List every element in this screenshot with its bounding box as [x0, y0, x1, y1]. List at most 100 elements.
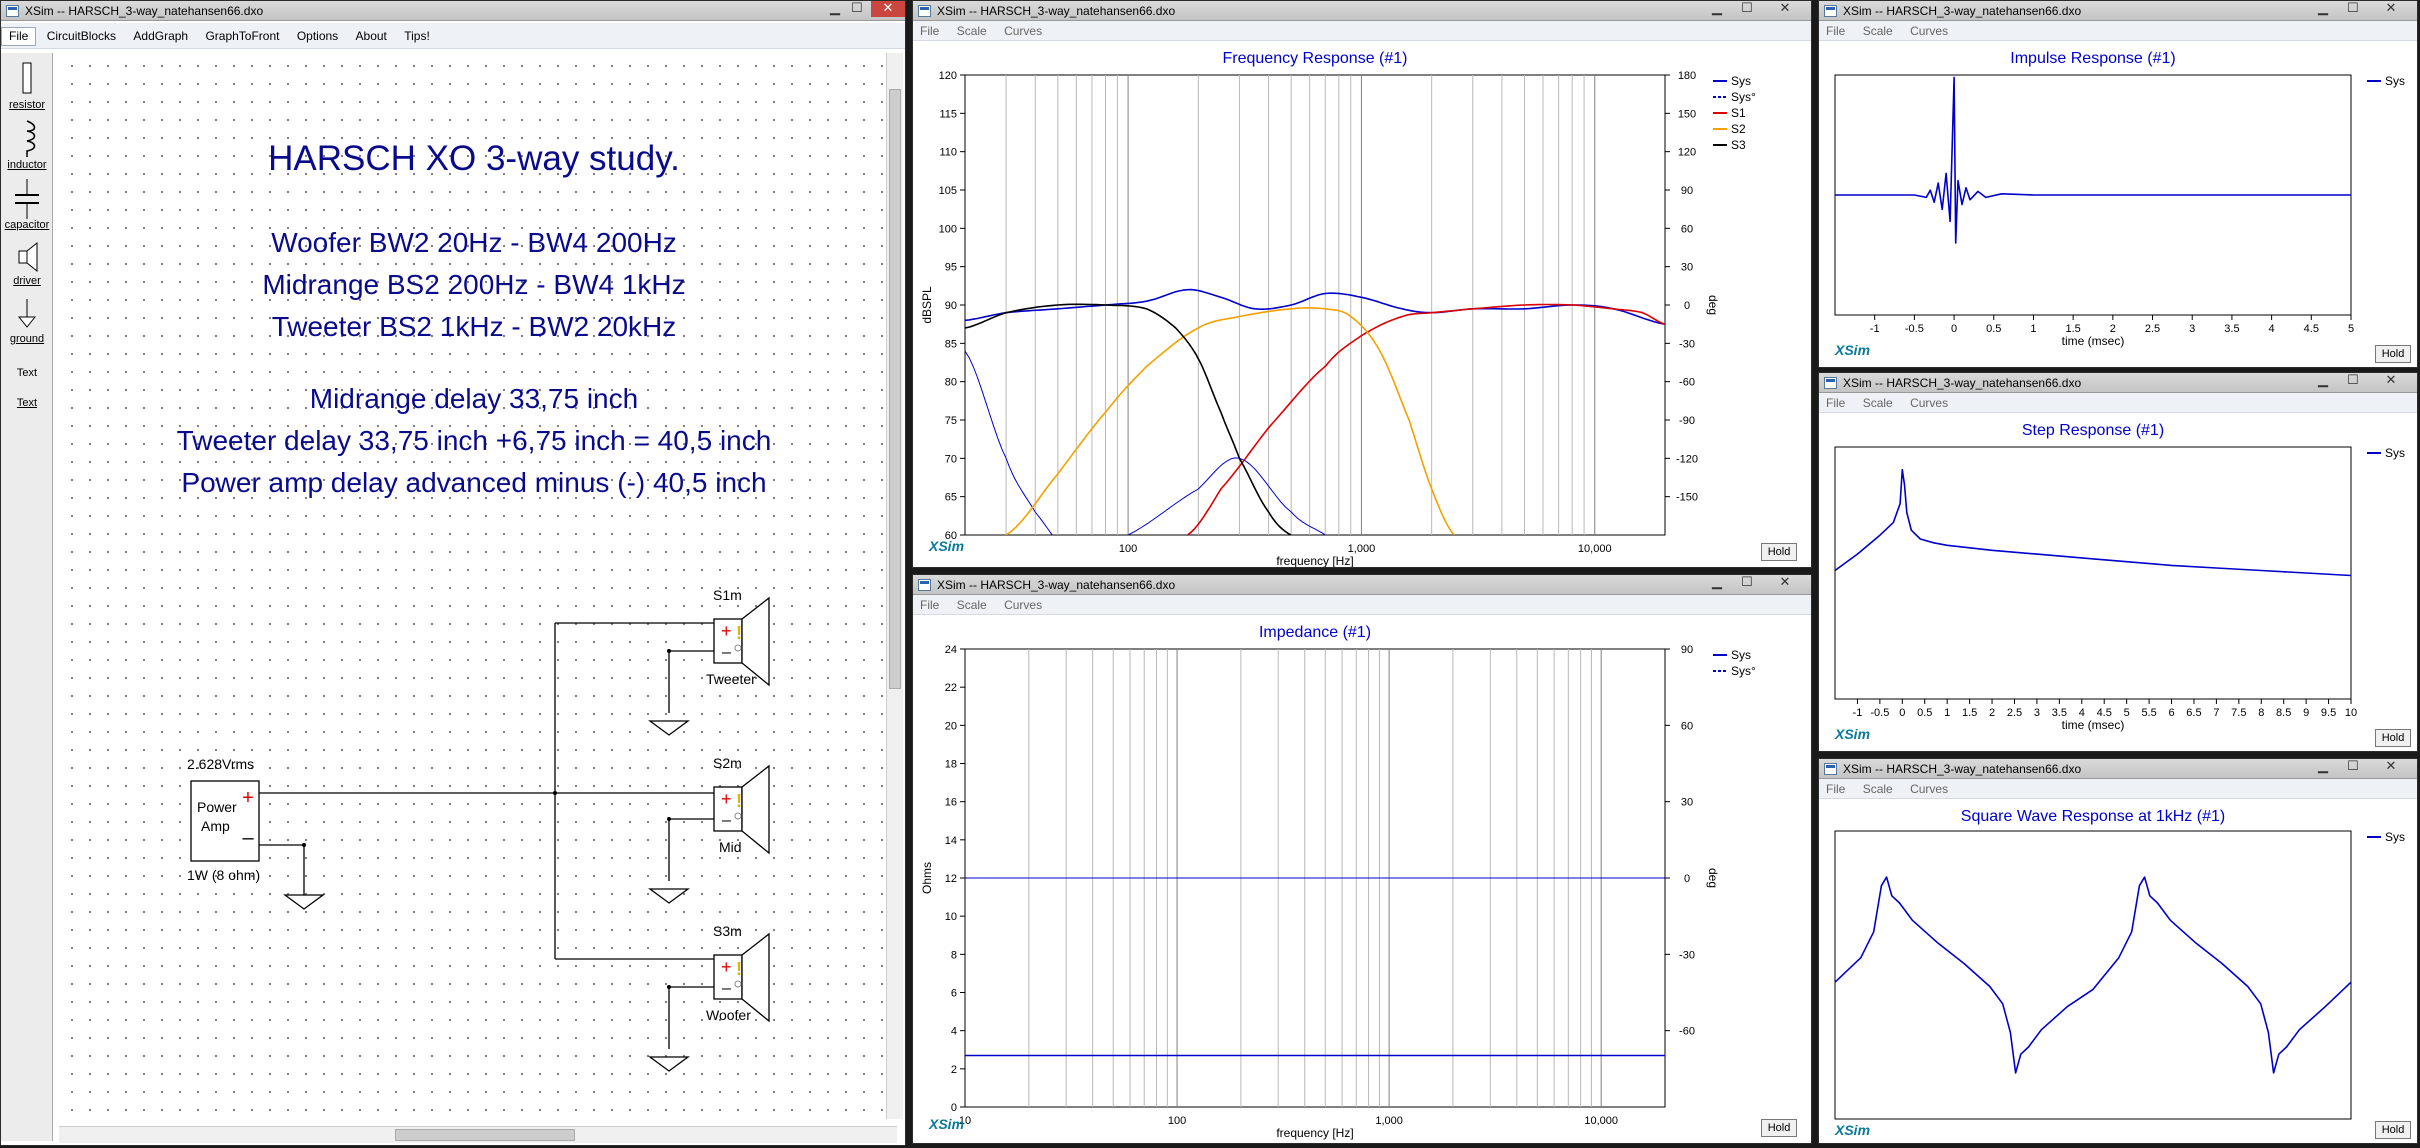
menu-file[interactable]: File	[920, 24, 940, 38]
menu-file[interactable]: File	[1826, 24, 1846, 38]
menu-curves[interactable]: Curves	[1004, 24, 1043, 38]
series-group	[1835, 876, 2351, 1074]
title-bar[interactable]: XSim -- HARSCH_3-way_natehansen66.dxo ▁ …	[913, 1, 1811, 21]
title-bar[interactable]: XSim -- HARSCH_3-way_natehansen66.dxo ▁ …	[1819, 373, 2417, 393]
close-button[interactable]: ✕	[1779, 1, 1791, 15]
menu-scale[interactable]: Scale	[956, 24, 987, 38]
maximize-button[interactable]: ☐	[1741, 575, 1753, 589]
title-bar[interactable]: XSim -- HARSCH_3-way_natehansen66.dxo ▁ …	[1, 1, 905, 21]
palette-inductor[interactable]: inductor	[1, 119, 53, 171]
minimize-button[interactable]: ▁	[1712, 1, 1722, 15]
close-button[interactable]: ✕	[2385, 373, 2397, 387]
power-amp[interactable]: + –	[190, 780, 260, 862]
legend-label: S3	[1731, 138, 1746, 152]
series-group	[965, 288, 1665, 535]
xsim-logo: XSim	[1834, 1122, 1870, 1138]
hold-button[interactable]: Hold	[1761, 1119, 1797, 1137]
palette-capacitor[interactable]: capacitor	[1, 179, 53, 231]
crossover-line-woofer: Woofer BW2 20Hz - BW4 200Hz	[271, 227, 677, 258]
palette-ground[interactable]: ground	[1, 297, 53, 345]
menu-file[interactable]: File	[1, 27, 37, 46]
svg-text:+: +	[242, 787, 254, 809]
canvas-heading: HARSCH XO 3-way study.	[268, 139, 680, 178]
x-tick-label: 10	[959, 1115, 971, 1127]
series-line-3	[1005, 307, 1455, 535]
palette-resistor[interactable]: resistor	[1, 59, 53, 111]
menu-scale[interactable]: Scale	[956, 598, 987, 612]
svg-text:–: –	[722, 980, 731, 997]
menu-graphtofront[interactable]: GraphToFront	[205, 29, 280, 43]
hold-button[interactable]: Hold	[2375, 345, 2411, 363]
menu-curves[interactable]: Curves	[1910, 782, 1949, 796]
crossover-line-midrange: Midrange BS2 200Hz - BW4 1kHz	[262, 269, 686, 300]
menu-scale[interactable]: Scale	[1862, 24, 1893, 38]
menu-file[interactable]: File	[1826, 782, 1846, 796]
plot-area[interactable]: Square Wave Response at 1kHz (#1) Sys XSim	[1819, 801, 2417, 1143]
close-button[interactable]: ✕	[2385, 1, 2397, 15]
maximize-button[interactable]: ☐	[2347, 1, 2359, 15]
scroll-thumb-h[interactable]	[395, 1129, 575, 1141]
minimize-button[interactable]: ▁	[2318, 759, 2328, 773]
horizontal-scrollbar[interactable]	[59, 1126, 897, 1143]
menu-file[interactable]: File	[920, 598, 940, 612]
scroll-thumb[interactable]	[889, 89, 901, 689]
vertical-scrollbar[interactable]	[886, 53, 903, 1119]
x-tick-label: 10,000	[1584, 1115, 1618, 1127]
series-group	[1835, 468, 2351, 577]
menu-options[interactable]: Options	[296, 29, 339, 43]
minimize-button[interactable]: ▁	[1712, 575, 1722, 589]
window-title: XSim -- HARSCH_3-way_natehansen66.dxo	[937, 4, 1176, 18]
driver-s3-label: Woofer	[706, 1007, 751, 1023]
x-tick-label: 7.5	[2231, 707, 2246, 719]
menu-curves[interactable]: Curves	[1910, 396, 1949, 410]
driver-s3[interactable]: + – !	[713, 932, 770, 1023]
menu-curves[interactable]: Curves	[1910, 24, 1949, 38]
driver-s2[interactable]: + – !	[713, 764, 770, 855]
hold-button[interactable]: Hold	[1761, 543, 1797, 561]
x-tick-label: 4.5	[2304, 323, 2319, 335]
y-tick-label: 16	[945, 797, 957, 809]
plot-area[interactable]: Step Response (#1) -1 -0.5 0 0.5 1 1.5 2 2.5 3 3.5…	[1819, 415, 2417, 751]
palette-text[interactable]: Text	[16, 367, 38, 379]
maximize-button[interactable]: ☐	[2347, 373, 2359, 387]
svg-text:+: +	[721, 957, 732, 977]
close-button[interactable]: ✕	[1779, 575, 1791, 589]
y2-tick-label: 120	[1678, 147, 1696, 159]
plot-area[interactable]: Frequency Response (#1) 120 115 110 105 100 95…	[913, 43, 1811, 567]
minimize-button[interactable]: ▁	[2318, 1, 2328, 15]
x-tick-label: 1,000	[1375, 1115, 1403, 1127]
driver-s1[interactable]: + – !	[713, 596, 770, 687]
plot-area[interactable]: Impulse Response (#1) -1 -0.5 0 0.5 1 1.5 2 2.5 3…	[1819, 43, 2417, 367]
plot-area[interactable]: Impedance (#1) 24 22 20 18 16 14 12 10 8 6 4 2 0 90 60 3…	[913, 617, 1811, 1143]
maximize-button[interactable]: ☐	[2347, 759, 2359, 773]
delay-line-tweeter: Tweeter delay 33,75 inch +6,75 inch = 40…	[176, 425, 772, 456]
palette-driver[interactable]: driver	[1, 239, 53, 287]
menu-addgraph[interactable]: AddGraph	[133, 29, 189, 43]
title-bar[interactable]: XSim -- HARSCH_3-way_natehansen66.dxo ▁ …	[913, 575, 1811, 595]
palette-text-link[interactable]: Text	[16, 397, 38, 409]
maximize-button[interactable]: ☐	[851, 1, 863, 15]
hold-button[interactable]: Hold	[2375, 1121, 2411, 1139]
y2-tick-label: 150	[1678, 108, 1696, 120]
legend-label: S2	[1731, 122, 1746, 136]
y2-tick-label: -150	[1676, 492, 1698, 504]
close-button[interactable]: ✕	[871, 1, 905, 17]
menu-scale[interactable]: Scale	[1862, 782, 1893, 796]
menu-scale[interactable]: Scale	[1862, 396, 1893, 410]
menu-file[interactable]: File	[1826, 396, 1846, 410]
menu-about[interactable]: About	[355, 29, 387, 43]
amp-label-2: Amp	[201, 818, 230, 834]
hold-button[interactable]: Hold	[2375, 729, 2411, 747]
title-bar[interactable]: XSim -- HARSCH_3-way_natehansen66.dxo ▁ …	[1819, 1, 2417, 21]
maximize-button[interactable]: ☐	[1741, 1, 1753, 15]
app-icon	[918, 5, 931, 17]
close-button[interactable]: ✕	[2385, 759, 2397, 773]
minimize-button[interactable]: ▁	[2318, 373, 2328, 387]
menu-curves[interactable]: Curves	[1004, 598, 1043, 612]
svg-text:!: !	[736, 623, 742, 643]
title-bar[interactable]: XSim -- HARSCH_3-way_natehansen66.dxo ▁ …	[1819, 759, 2417, 779]
menu-circuitblocks[interactable]: CircuitBlocks	[46, 29, 117, 43]
minimize-button[interactable]: ▁	[830, 1, 840, 15]
circuit-canvas[interactable]: HARSCH XO 3-way study. Woofer BW2 20Hz -…	[59, 53, 897, 1119]
menu-tips[interactable]: Tips!	[404, 29, 430, 43]
